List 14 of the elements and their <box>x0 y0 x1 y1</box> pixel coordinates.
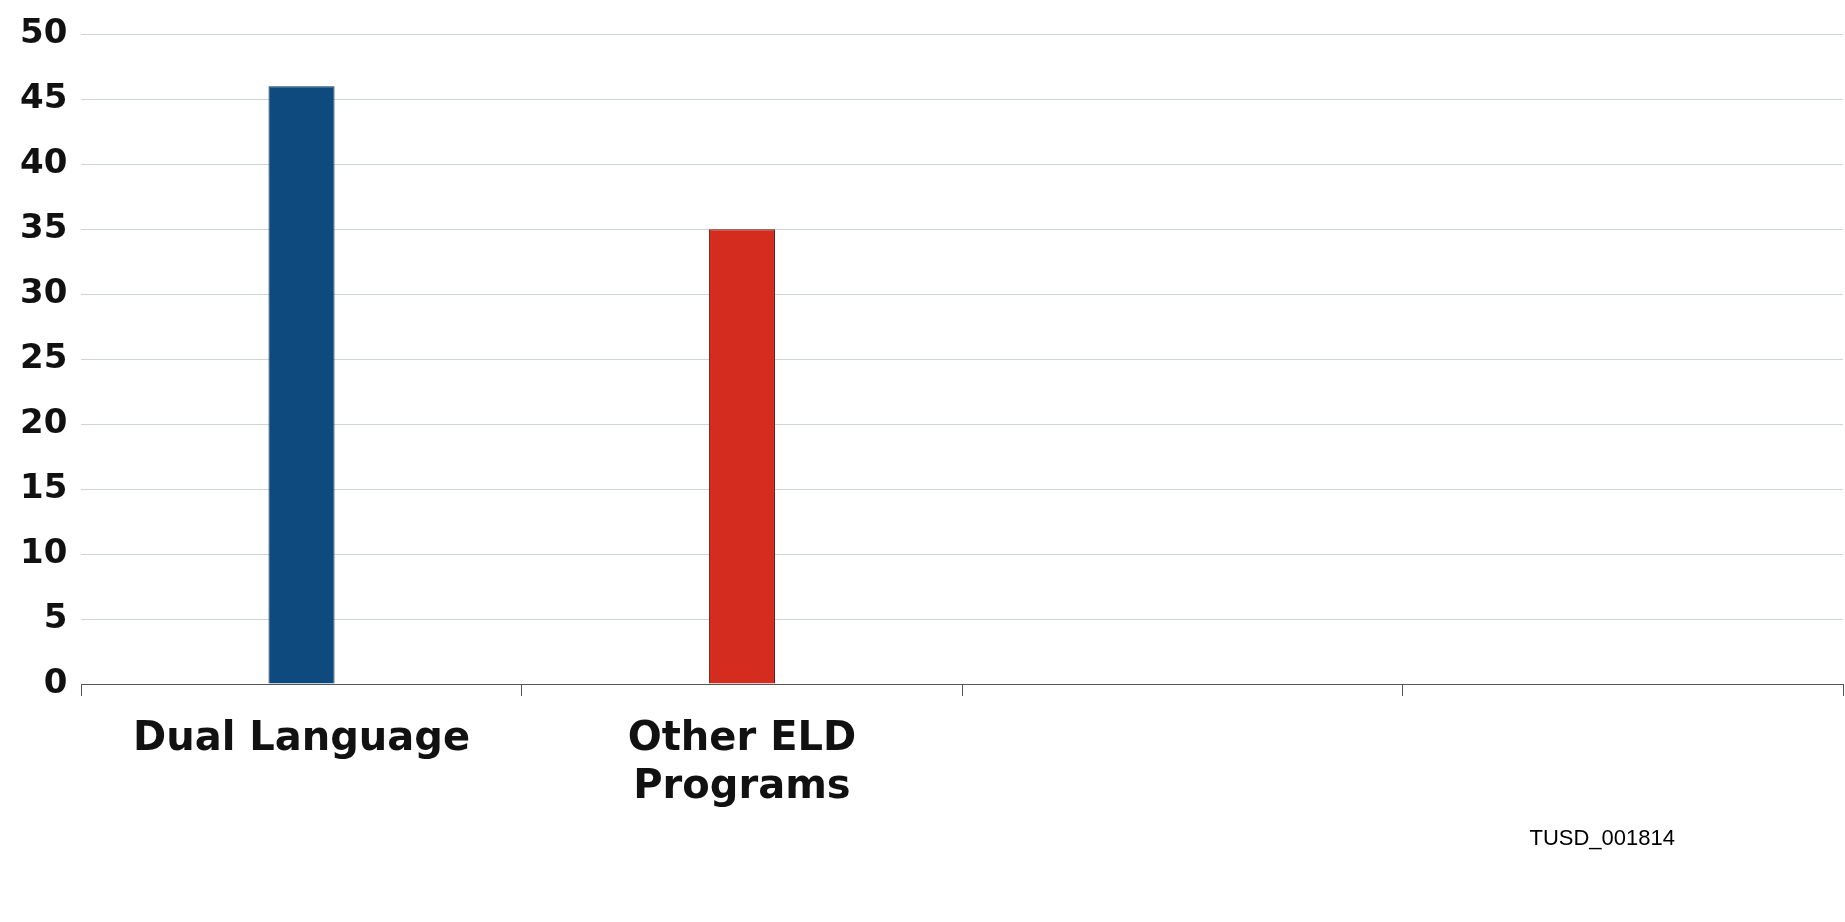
x-tick-label: Other ELD Programs <box>627 713 857 808</box>
y-tick-label: 10 <box>19 530 68 571</box>
y-tick-label: 30 <box>19 271 68 312</box>
y-tick-label: 0 <box>43 660 68 701</box>
y-tick-label: 25 <box>19 336 68 377</box>
text: TUSD_001814 <box>1529 825 1675 851</box>
x-tick-label: Dual Language <box>132 713 471 760</box>
y-tick-label: 35 <box>19 206 68 247</box>
y-tick-label: 40 <box>19 141 68 182</box>
y-tick-label: 50 <box>19 11 68 52</box>
y-tick-label: 5 <box>43 595 68 636</box>
y-tick-label: 15 <box>19 465 68 506</box>
y-tick-label: 45 <box>19 76 68 117</box>
y-tick-label: 20 <box>19 400 68 441</box>
